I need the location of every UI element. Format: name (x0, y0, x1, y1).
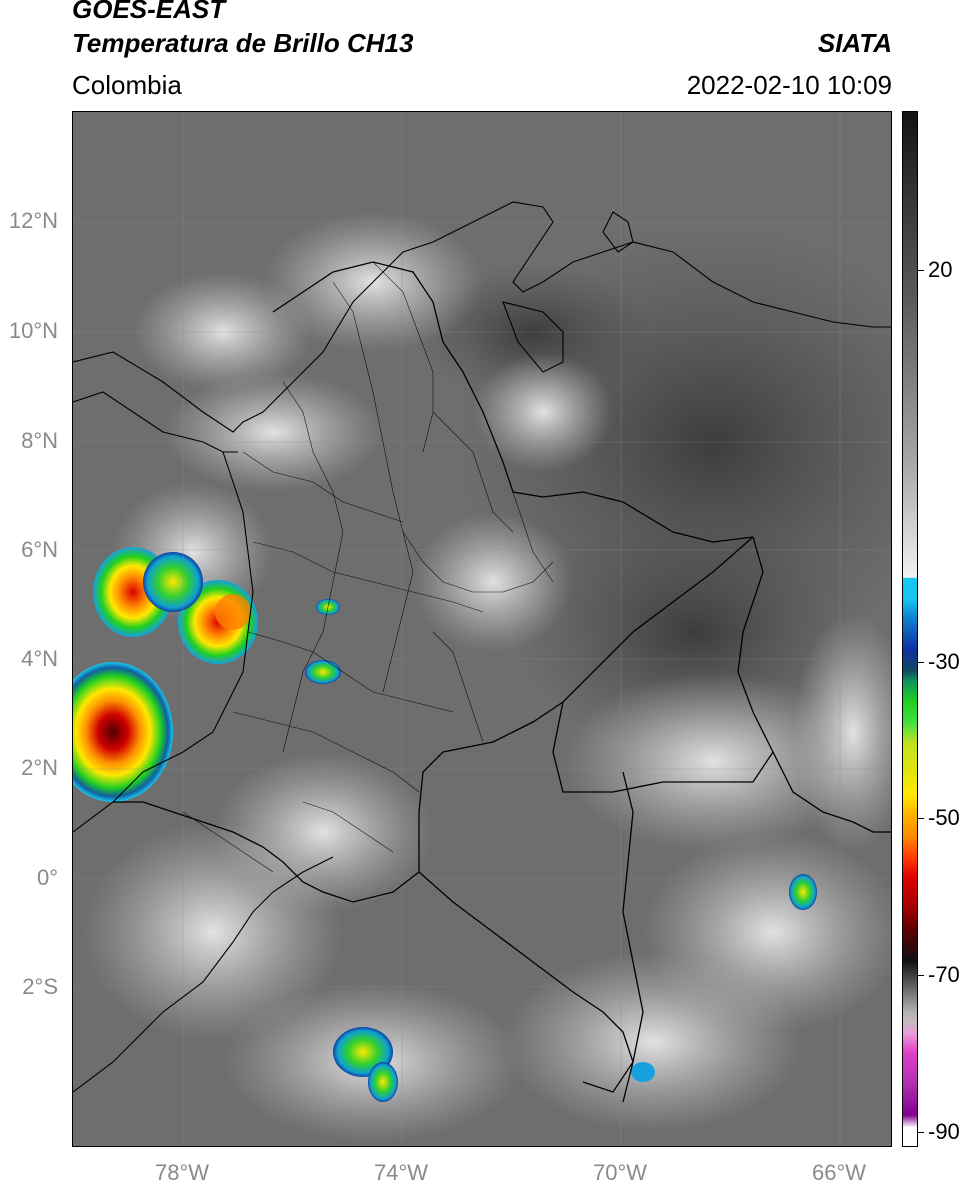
colorbar-tick (918, 818, 924, 819)
country-borders (113, 261, 891, 1103)
colorbar-label-20: 20 (928, 257, 953, 282)
storm-cell (143, 552, 203, 612)
colorbar-tick (918, 270, 924, 271)
cloud-patch (503, 952, 803, 1132)
admin-borders (182, 261, 554, 873)
cloud-patch (473, 352, 613, 472)
colorbar-label-minus50: -50 (928, 805, 960, 830)
lat-label-12n: 12°N (8, 208, 58, 233)
lat-label-10n: 10°N (8, 318, 58, 343)
map-canvas (73, 112, 891, 1146)
map-region: Colombia (72, 70, 182, 100)
lat-label-2s: 2°S (22, 974, 58, 999)
satellite-map (72, 111, 892, 1147)
datetime-label: 2022-02-10 10:09 (686, 70, 892, 100)
cloud-patch (213, 752, 433, 912)
cloud-patch (413, 512, 573, 652)
colorbar-tick (918, 975, 924, 976)
map-title: GOES-EAST (72, 0, 226, 24)
lon-label-70w: 70°W (592, 1160, 648, 1185)
storm-cell (368, 1062, 398, 1102)
storm-cell (73, 662, 173, 802)
map-subtitle: Temperatura de Brillo CH13 (72, 28, 414, 58)
lat-label-0: 0° (36, 865, 58, 890)
storm-cell (631, 1062, 655, 1082)
storm-cell (789, 874, 817, 910)
lat-label-4n: 4°N (21, 646, 58, 671)
storm-cell (305, 660, 341, 684)
lat-label-6n: 6°N (21, 537, 58, 562)
cloud-patch (563, 672, 863, 852)
colorbar-label-minus90: -90 (928, 1119, 960, 1144)
lon-label-78w: 78°W (154, 1160, 210, 1185)
coastline (73, 201, 891, 1093)
cloud-patch (793, 612, 891, 852)
lon-label-66w: 66°W (811, 1160, 867, 1185)
organization-label: SIATA (817, 28, 892, 58)
lon-label-74w: 74°W (373, 1160, 429, 1185)
cloud-patch (163, 372, 383, 492)
colorbar-tick (918, 1132, 924, 1133)
lat-label-2n: 2°N (21, 755, 58, 780)
storm-cell (215, 594, 251, 630)
colorbar (902, 111, 918, 1147)
colorbar-tick (918, 662, 924, 663)
colorbar-label-minus70: -70 (928, 962, 960, 987)
lat-label-8n: 8°N (21, 428, 58, 453)
colorbar-label-minus30: -30 (928, 649, 960, 674)
